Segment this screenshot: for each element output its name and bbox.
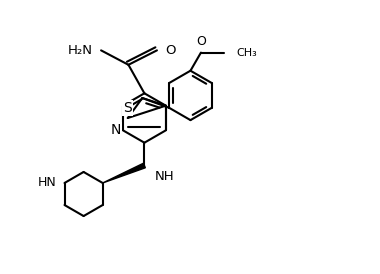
Text: HN: HN	[37, 176, 56, 190]
Text: NH: NH	[155, 170, 175, 183]
Text: N: N	[111, 123, 121, 137]
Text: O: O	[196, 35, 206, 48]
Text: O: O	[165, 44, 176, 57]
Polygon shape	[103, 163, 146, 183]
Text: H₂N: H₂N	[68, 44, 93, 57]
Text: S: S	[124, 101, 132, 115]
Text: CH₃: CH₃	[236, 48, 256, 58]
